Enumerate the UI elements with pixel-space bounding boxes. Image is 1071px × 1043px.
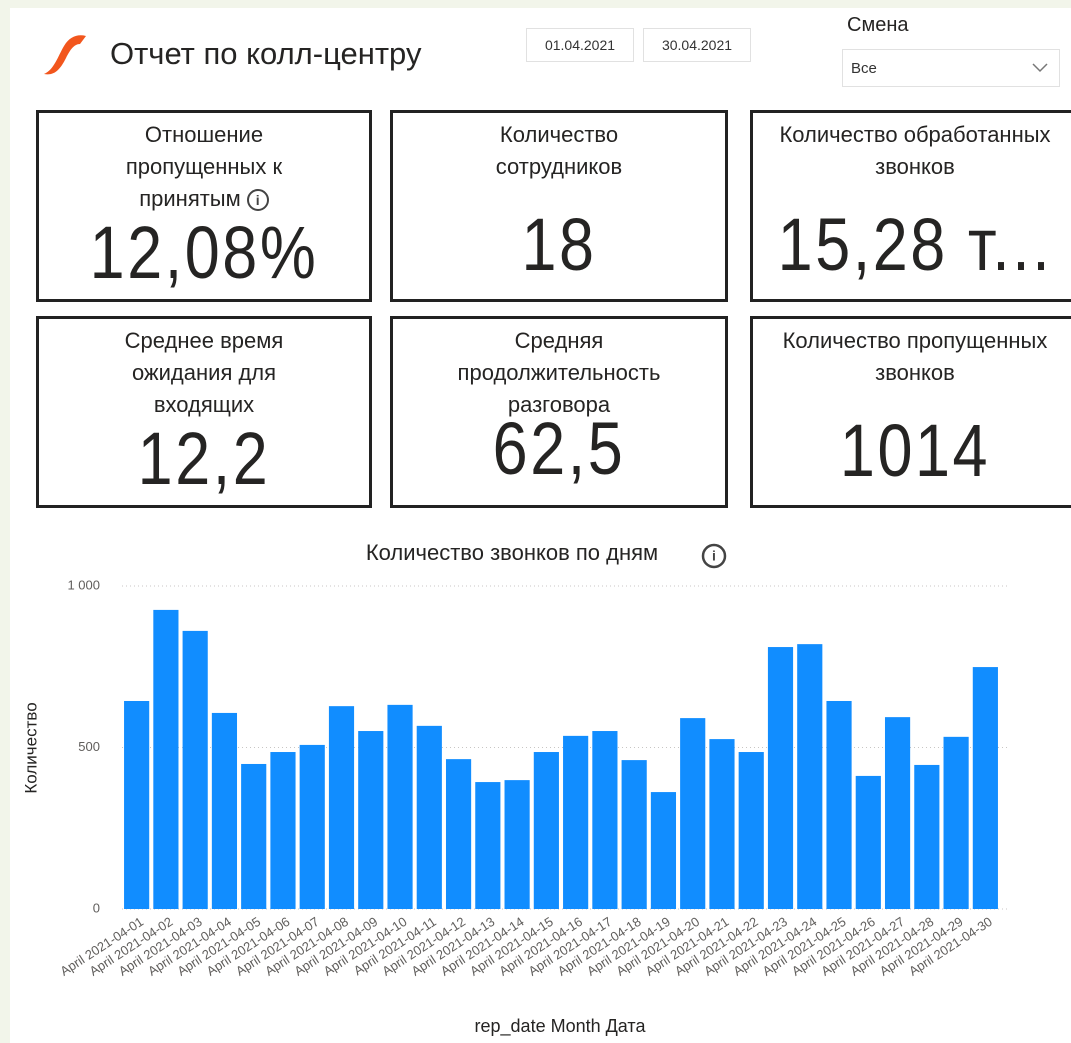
bar — [738, 752, 764, 909]
card-value: 62,5 — [492, 407, 626, 490]
report-title: Отчет по колл-центру — [110, 36, 422, 71]
bar — [563, 735, 589, 909]
bar — [767, 647, 794, 909]
bar — [299, 744, 325, 909]
info-icon[interactable] — [701, 543, 727, 569]
info-icon[interactable]: i — [246, 189, 269, 212]
bar — [797, 644, 823, 909]
card-title: Средняя продолжительность разговора — [457, 328, 661, 417]
bar — [943, 736, 969, 909]
bar — [358, 731, 384, 909]
card-value: 12,08% — [89, 211, 319, 294]
shift-label: Смена — [847, 14, 909, 36]
bar — [270, 752, 296, 909]
bar — [211, 712, 238, 909]
kpi-card: Среднее время ожидания для входящих 12,2 — [36, 316, 372, 508]
bar — [445, 759, 472, 909]
bar — [475, 782, 501, 909]
shift-dropdown[interactable]: Все — [842, 49, 1060, 87]
chevron — [1032, 63, 1048, 73]
chart: Количество звонков по дням i Количество … — [21, 540, 1008, 1037]
bar — [855, 775, 881, 909]
bar — [680, 718, 706, 909]
y-tick-label: 1 000 — [67, 577, 100, 592]
bar — [972, 667, 998, 909]
card-title: Отношение пропущенных к принятым — [125, 122, 283, 211]
kpi-card: Средняя продолжительность разговора 62,5 — [390, 316, 728, 508]
bar — [387, 704, 413, 909]
date-from[interactable]: 01.04.2021 — [526, 28, 634, 62]
card-value: 18 — [521, 203, 597, 286]
bar — [124, 700, 150, 909]
kpi-card: Количество обработанных звонков 15,28 т.… — [750, 110, 1071, 302]
y-tick-label: 500 — [78, 739, 100, 754]
bar — [328, 706, 355, 909]
bar — [416, 725, 442, 909]
x-axis-title: rep_date Month Дата — [475, 1016, 647, 1037]
card-title: Количество обработанных звонков — [779, 122, 1051, 179]
chart-title: Количество звонков по дням — [366, 540, 658, 565]
bar — [914, 764, 940, 909]
bar — [709, 739, 735, 909]
bar — [884, 717, 911, 909]
y-axis-title: Количество — [21, 702, 40, 793]
shift-value: Все — [851, 60, 877, 77]
card-value: 12,2 — [137, 417, 271, 500]
card-value: 1014 — [839, 409, 991, 492]
card-value: 15,28 т... — [777, 203, 1053, 286]
y-tick-label: 0 — [93, 900, 100, 915]
bar — [621, 760, 647, 909]
bar — [153, 609, 179, 909]
bar — [504, 780, 530, 909]
card-title: Количество сотрудников — [495, 122, 623, 179]
card-title: Количество пропущенных звонков — [782, 328, 1048, 385]
dashboard: Отчет по колл-центру 01.04.2021 30.04.20… — [10, 8, 1071, 1043]
kpi-card: Количество сотрудников 18 — [390, 110, 728, 302]
card-title: Среднее время ожидания для входящих — [124, 328, 284, 417]
kpi-card: Отношение пропущенных к принятым i 12,08% — [36, 110, 372, 302]
bar — [182, 630, 208, 909]
bar — [533, 752, 559, 909]
bar — [650, 792, 677, 909]
logo — [44, 35, 86, 75]
bar — [241, 763, 267, 909]
bar — [592, 731, 618, 909]
date-to[interactable]: 30.04.2021 — [643, 28, 751, 62]
bar — [826, 700, 852, 909]
kpi-card: Количество пропущенных звонков 1014 — [750, 316, 1071, 508]
info-glyph: i — [712, 548, 716, 564]
